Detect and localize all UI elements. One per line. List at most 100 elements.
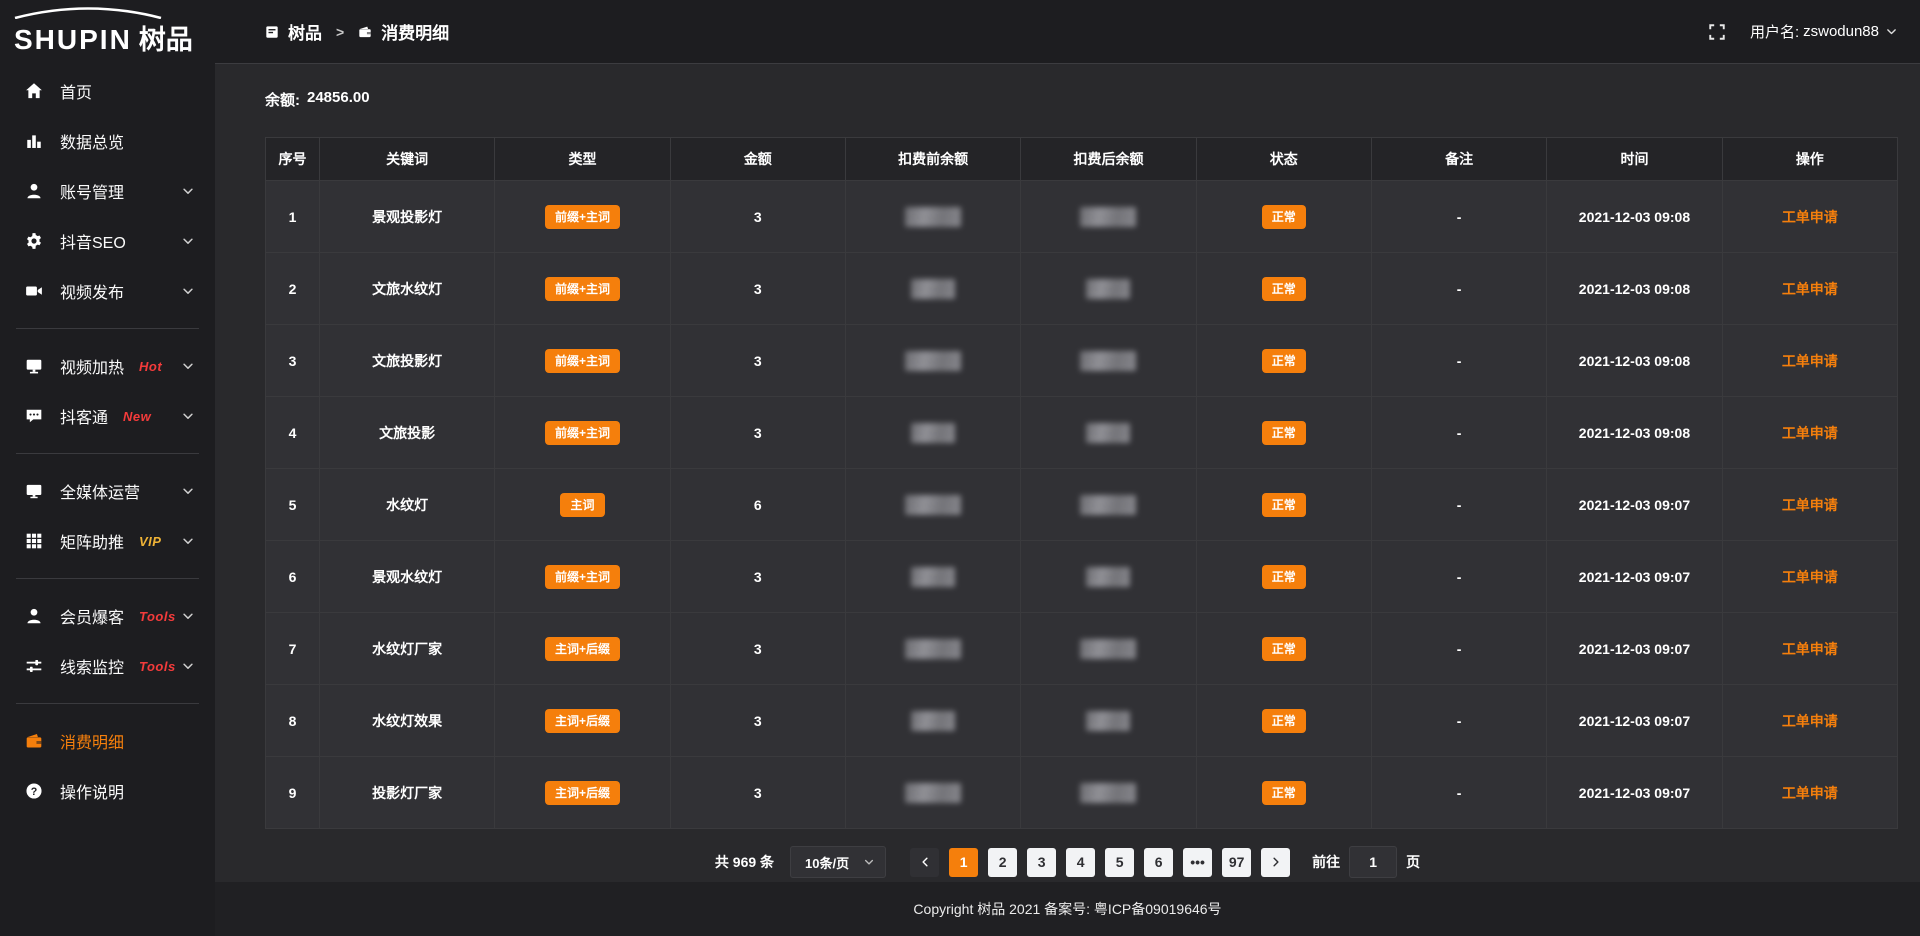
masked-value bbox=[1080, 638, 1137, 659]
cell-keyword: 水纹灯效果 bbox=[318, 684, 496, 757]
page-button-3[interactable]: 3 bbox=[1027, 847, 1057, 877]
cell-remark: - bbox=[1370, 684, 1548, 757]
cell-balance-after bbox=[1020, 612, 1197, 685]
status-badge: 正常 bbox=[1261, 708, 1306, 733]
work-order-link[interactable]: 工单申请 bbox=[1781, 352, 1838, 369]
masked-value bbox=[1080, 782, 1137, 803]
pagination-total: 共 969 条 bbox=[714, 854, 775, 870]
work-order-link[interactable]: 工单申请 bbox=[1781, 208, 1838, 225]
breadcrumb-item-page[interactable]: 消费明细 bbox=[358, 19, 449, 44]
cell-amount: 3 bbox=[669, 756, 846, 829]
work-order-link[interactable]: 工单申请 bbox=[1781, 568, 1838, 585]
fullscreen-icon[interactable] bbox=[1708, 23, 1726, 41]
cell-remark: - bbox=[1370, 180, 1548, 253]
cell-time: 2021-12-03 09:08 bbox=[1546, 180, 1723, 253]
status-badge: 正常 bbox=[1261, 636, 1306, 661]
work-order-link[interactable]: 工单申请 bbox=[1781, 712, 1838, 729]
table-header-row: 序号 关键词 类型 金额 扣费前余额 扣费后余额 状态 备注 时间 操作 bbox=[265, 137, 1899, 181]
cell-keyword: 景观投影灯 bbox=[318, 180, 496, 253]
sidebar-item-member-burst[interactable]: 会员爆客 Tools bbox=[0, 591, 215, 641]
cell-no: 3 bbox=[265, 324, 320, 397]
type-badge: 前缀+主词 bbox=[544, 420, 620, 445]
sidebar-item-media-operation[interactable]: 全媒体运营 bbox=[0, 466, 215, 516]
user-menu[interactable]: 用户名: zswodun88 bbox=[1750, 21, 1898, 42]
sidebar-item-clue-monitor[interactable]: 线索监控 Tools bbox=[0, 641, 215, 691]
masked-value bbox=[1086, 278, 1131, 299]
cell-balance-after bbox=[1020, 252, 1197, 325]
cell-balance-after bbox=[1020, 396, 1197, 469]
column-header: 时间 bbox=[1546, 137, 1723, 181]
sidebar-item-douketong[interactable]: 抖客通 New bbox=[0, 391, 215, 441]
work-order-link[interactable]: 工单申请 bbox=[1781, 640, 1838, 657]
column-header: 扣费后余额 bbox=[1020, 137, 1197, 181]
prev-page-button[interactable] bbox=[910, 847, 940, 877]
sliders-icon bbox=[25, 657, 43, 675]
logo-brand-en: SHUPIN bbox=[14, 24, 132, 55]
masked-value bbox=[905, 350, 962, 371]
masked-value bbox=[905, 494, 962, 515]
page-button-4[interactable]: 4 bbox=[1066, 847, 1096, 877]
sidebar-item-consume-detail[interactable]: 消费明细 bbox=[0, 716, 215, 766]
balance-label: 余额: bbox=[265, 92, 300, 109]
cell-balance-before bbox=[844, 756, 1022, 829]
wallet-icon bbox=[25, 732, 43, 750]
page-button-97[interactable]: 97 bbox=[1222, 847, 1252, 877]
username-value: zswodun88 bbox=[1803, 23, 1879, 40]
cell-balance-before bbox=[844, 684, 1022, 757]
page-button-6[interactable]: 6 bbox=[1144, 847, 1174, 877]
work-order-link[interactable]: 工单申请 bbox=[1781, 496, 1838, 513]
sidebar-item-data-overview[interactable]: 数据总览 bbox=[0, 116, 215, 166]
question-icon: ? bbox=[25, 782, 43, 800]
cell-status: 正常 bbox=[1195, 612, 1372, 685]
cell-status: 正常 bbox=[1195, 684, 1372, 757]
table-row: 7 水纹灯厂家 主词+后缀 3 正常 - 2021-12-03 09:07 工单… bbox=[265, 612, 1899, 685]
sidebar-item-home[interactable]: 首页 bbox=[0, 66, 215, 116]
status-badge: 正常 bbox=[1261, 492, 1306, 517]
sidebar-item-douyin-seo[interactable]: 抖音SEO bbox=[0, 216, 215, 266]
status-badge: 正常 bbox=[1261, 204, 1306, 229]
monitor-icon bbox=[25, 482, 43, 500]
cell-remark: - bbox=[1370, 324, 1548, 397]
consumption-table: 序号 关键词 类型 金额 扣费前余额 扣费后余额 状态 备注 时间 操作 1 景观投影灯 前缀+主… bbox=[265, 137, 1899, 829]
goto-page-input[interactable]: 1 bbox=[1349, 846, 1398, 878]
sidebar-item-matrix-boost[interactable]: 矩阵助推 VIP bbox=[0, 516, 215, 566]
sidebar-item-video-publish[interactable]: 视频发布 bbox=[0, 266, 215, 316]
cell-type: 前缀+主词 bbox=[494, 180, 671, 253]
cell-keyword: 水纹灯厂家 bbox=[318, 612, 496, 685]
cell-status: 正常 bbox=[1195, 396, 1372, 469]
cell-balance-after bbox=[1020, 324, 1197, 397]
page-button-5[interactable]: 5 bbox=[1105, 847, 1135, 877]
chevron-down-icon bbox=[181, 184, 195, 198]
column-header: 序号 bbox=[265, 137, 320, 181]
cell-no: 8 bbox=[265, 684, 320, 757]
logo-arc bbox=[14, 7, 162, 19]
sidebar-item-video-heat[interactable]: 视频加热 Hot bbox=[0, 341, 215, 391]
page-button-2[interactable]: 2 bbox=[988, 847, 1018, 877]
logo: SHUPIN 树品 bbox=[0, 0, 215, 64]
home-icon bbox=[25, 82, 43, 100]
cell-keyword: 水纹灯 bbox=[318, 468, 496, 541]
status-badge: 正常 bbox=[1261, 348, 1306, 373]
breadcrumb-label: 消费明细 bbox=[381, 24, 450, 43]
cell-no: 4 bbox=[265, 396, 320, 469]
cell-type: 主词+后缀 bbox=[494, 684, 671, 757]
more-pages-button[interactable]: ••• bbox=[1183, 847, 1213, 877]
next-page-button[interactable] bbox=[1261, 847, 1291, 877]
cell-action: 工单申请 bbox=[1721, 756, 1899, 829]
status-badge: 正常 bbox=[1261, 780, 1306, 805]
cell-time: 2021-12-03 09:07 bbox=[1546, 612, 1723, 685]
cell-type: 前缀+主词 bbox=[494, 396, 671, 469]
chevron-down-icon bbox=[181, 534, 195, 548]
goto-page: 前往 1 页 bbox=[1312, 846, 1420, 878]
work-order-link[interactable]: 工单申请 bbox=[1781, 784, 1838, 801]
breadcrumb-separator: > bbox=[336, 23, 345, 40]
breadcrumb-item-app[interactable]: 树品 bbox=[265, 19, 322, 44]
work-order-link[interactable]: 工单申请 bbox=[1781, 280, 1838, 297]
sidebar-item-operation-guide[interactable]: ? 操作说明 bbox=[0, 766, 215, 816]
page-size-select[interactable]: 10条/页 bbox=[790, 846, 887, 878]
page-button-1[interactable]: 1 bbox=[949, 847, 979, 877]
cell-amount: 3 bbox=[669, 324, 846, 397]
balance: 余额: 24856.00 bbox=[265, 89, 1898, 110]
sidebar-item-account-manage[interactable]: 账号管理 bbox=[0, 166, 215, 216]
work-order-link[interactable]: 工单申请 bbox=[1781, 424, 1838, 441]
